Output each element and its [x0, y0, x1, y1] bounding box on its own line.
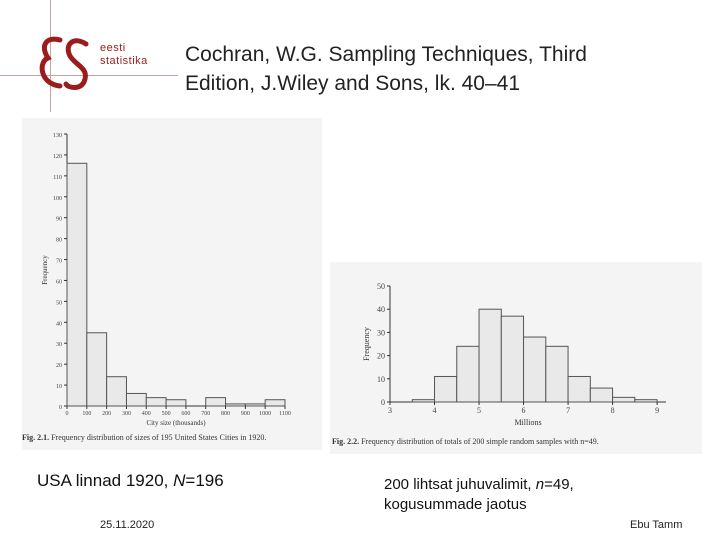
caption-right-prefix: 200 lihtsat juhuvalimit,: [384, 476, 536, 493]
x-tick-label: 6: [522, 406, 526, 415]
y-tick-label: 20: [377, 352, 385, 361]
figure-title: Frequency distribution of totals of 200 …: [361, 437, 599, 446]
bar: [500, 315, 525, 403]
chart-sample-totals: 0 10 20 30 40 50 3 4 5 6 7 8 9 Millions Frequency Fig. …: [332, 282, 666, 446]
x-tick-label: 1100: [279, 411, 291, 417]
figure-title: Frequency distribution of sizes of 195 U…: [51, 433, 266, 442]
y-tick-label: 30: [56, 342, 62, 348]
caption-left-prefix: USA linnad 1920,: [37, 471, 174, 490]
bar: [66, 162, 88, 407]
bar: [145, 397, 167, 407]
logo-line-2: statistika: [100, 55, 148, 67]
x-tick-label: 200: [102, 411, 111, 417]
y-tick-label: 100: [53, 196, 62, 202]
x-tick-label: 300: [122, 411, 131, 417]
logo-text: eesti statistika: [100, 42, 148, 68]
bar: [264, 399, 286, 407]
x-tick-label: 7: [566, 406, 570, 415]
y-tick-label: 120: [53, 154, 62, 160]
x-tick-label: 0: [66, 411, 69, 417]
y-tick-label: 10: [56, 384, 62, 390]
caption-right-line-1: 200 lihtsat juhuvalimit, n=49,: [384, 475, 574, 495]
caption-left: USA linnad 1920, N=196: [37, 470, 224, 491]
x-tick-label: 4: [433, 406, 437, 415]
y-tick-label: 50: [56, 300, 62, 306]
y-tick-label: 30: [377, 328, 385, 337]
caption-right-var: n: [535, 476, 545, 493]
bar: [634, 399, 658, 403]
x-axis-label: City size (thousands): [146, 419, 206, 427]
logo-line-1: eesti: [100, 42, 126, 54]
bar: [86, 332, 108, 407]
slide-title: Cochran, W.G. Sampling Techniques, Third…: [185, 40, 705, 98]
y-tick-label: 60: [56, 279, 62, 285]
bar: [456, 345, 480, 403]
title-line-2: Edition, J.Wiley and Sons, lk. 40–41: [185, 72, 521, 95]
caption-right-suffix: =49,: [544, 476, 574, 493]
x-tick-label: 9: [655, 406, 659, 415]
x-tick-label: 500: [162, 411, 171, 417]
x-tick-label: 1000: [259, 411, 271, 417]
x-tick-label: 400: [142, 411, 151, 417]
y-tick-label: 50: [377, 282, 385, 291]
caption-right: 200 lihtsat juhuvalimit, n=49, kogusumma…: [384, 475, 574, 515]
bar: [567, 375, 591, 403]
y-tick-label: 80: [56, 238, 62, 244]
bar: [225, 403, 246, 407]
title-line-1: Cochran, W.G. Sampling Techniques, Third: [185, 43, 587, 66]
bar: [523, 336, 547, 403]
bar: [589, 387, 614, 403]
logo-horizontal-line: [0, 75, 178, 76]
x-tick-label: 600: [181, 411, 190, 417]
x-tick-label: 900: [241, 411, 250, 417]
bar: [478, 308, 502, 403]
figure-caption: Fig. 2.2. Frequency distribution of tota…: [332, 437, 599, 446]
y-tick-label: 90: [56, 217, 62, 223]
y-tick-label: 40: [377, 305, 385, 314]
y-axis-label: Frequency: [41, 255, 49, 285]
caption-left-var: N: [173, 471, 186, 490]
y-tick-label: 40: [56, 321, 62, 327]
x-tick-label: 5: [477, 406, 481, 415]
caption-left-suffix: =196: [185, 471, 224, 490]
y-tick-label: 110: [53, 175, 62, 181]
x-tick-label: 800: [221, 411, 230, 417]
caption-right-line-2: kogusummade jaotus: [384, 496, 527, 513]
figure-label: Fig. 2.1.: [22, 433, 51, 442]
bar: [125, 392, 147, 407]
x-tick-label: 8: [611, 406, 615, 415]
x-tick-label: 700: [201, 411, 210, 417]
bar: [612, 396, 636, 403]
bar: [434, 375, 458, 403]
y-tick-label: 10: [377, 375, 385, 384]
bar: [411, 399, 436, 403]
eesti-statistika-logo-icon: [39, 36, 89, 90]
bar: [165, 399, 187, 407]
y-axis-label: Frequency: [362, 327, 371, 361]
y-tick-label: 70: [56, 259, 62, 265]
bar: [106, 376, 127, 407]
figure-label: Fig. 2.2.: [332, 437, 361, 446]
footer-author: Ebu Tamm: [630, 519, 683, 531]
bar: [205, 397, 227, 407]
x-axis-label: Millions: [514, 418, 541, 427]
figure-caption: Fig. 2.1. Frequency distribution of size…: [22, 433, 266, 442]
bar: [545, 345, 569, 403]
chart-city-sizes: 0 10 20 30 40 50 60 70 80 90 100 110 120 130 0 100 200 30…: [22, 133, 291, 442]
y-tick-label: 130: [53, 133, 62, 139]
footer-date: 25.11.2020: [100, 519, 155, 531]
x-tick-label: 3: [388, 406, 392, 415]
logo-vertical-line: [50, 0, 51, 112]
bar: [244, 403, 266, 407]
y-tick-label: 0: [59, 405, 62, 411]
y-tick-label: 20: [56, 363, 62, 369]
y-tick-label: 0: [381, 398, 385, 407]
x-tick-label: 100: [82, 411, 91, 417]
